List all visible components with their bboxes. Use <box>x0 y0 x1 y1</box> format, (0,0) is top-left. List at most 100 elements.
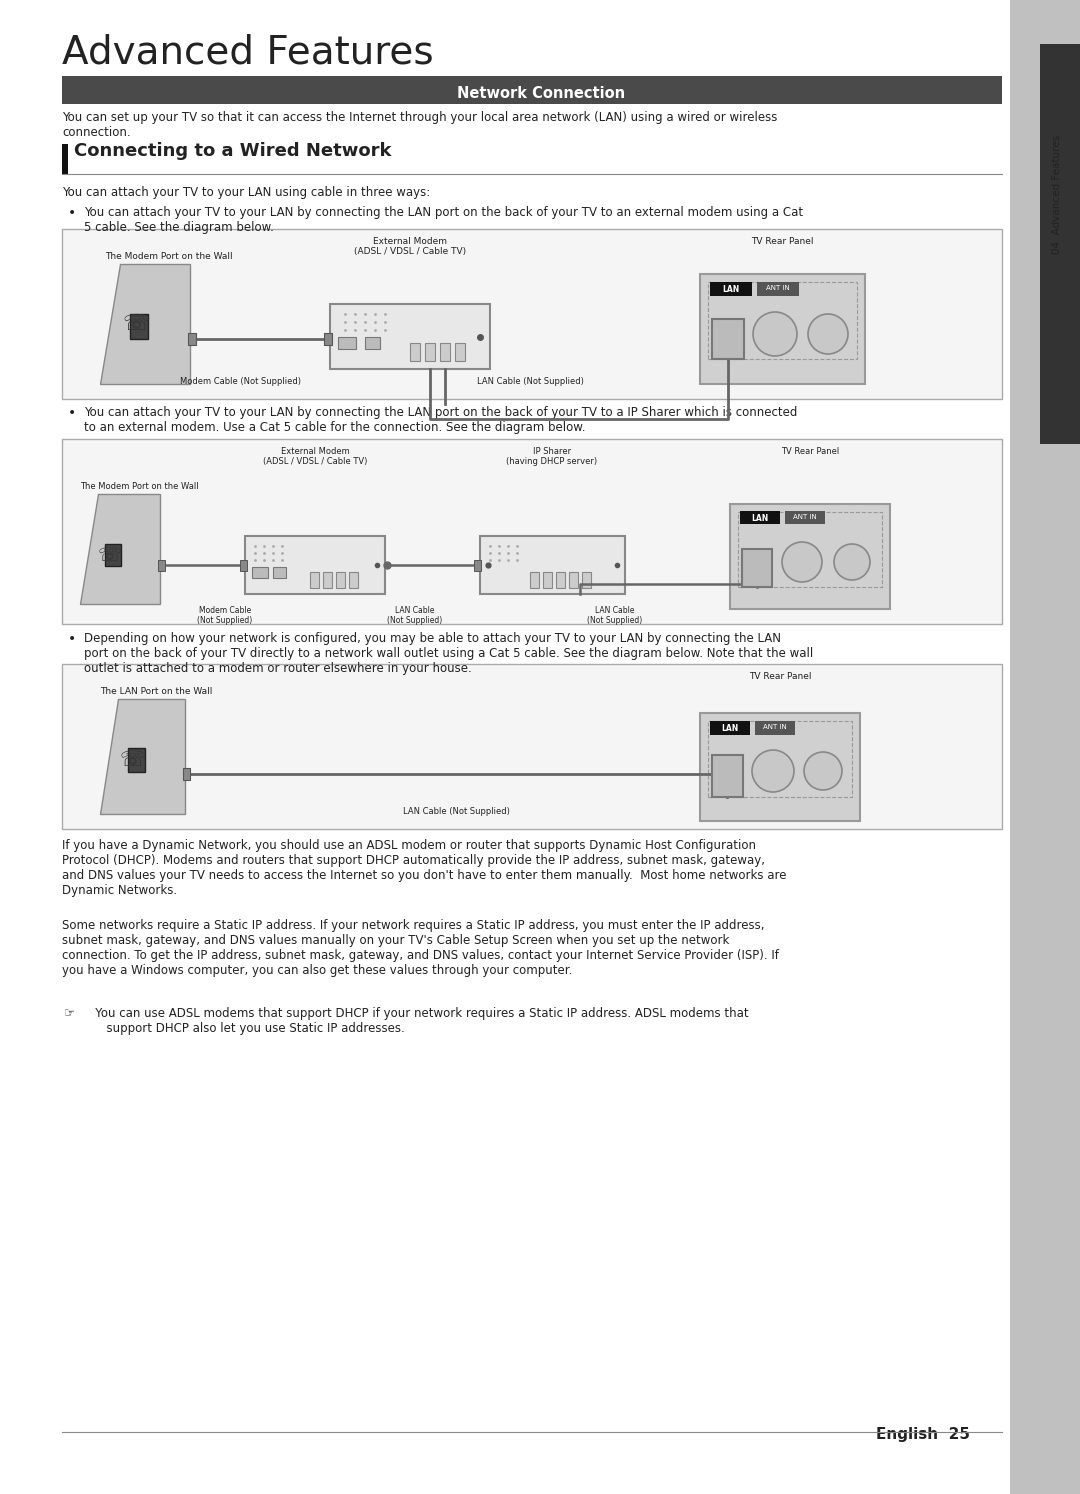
Circle shape <box>808 314 848 354</box>
Text: You can attach your TV to your LAN by connecting the LAN port on the back of you: You can attach your TV to your LAN by co… <box>84 406 797 433</box>
Text: TV Rear Panel: TV Rear Panel <box>748 672 811 681</box>
Text: ANT IN: ANT IN <box>766 285 789 291</box>
Text: TV Rear Panel: TV Rear Panel <box>781 447 839 456</box>
Bar <box>700 273 865 384</box>
Circle shape <box>782 542 822 583</box>
Bar <box>245 536 384 595</box>
Text: LAN Cable (Not Supplied): LAN Cable (Not Supplied) <box>476 376 583 385</box>
Bar <box>708 722 852 796</box>
Bar <box>158 560 165 571</box>
Bar <box>530 572 539 589</box>
Text: Modem Cable (Not Supplied): Modem Cable (Not Supplied) <box>179 376 300 385</box>
Bar <box>105 544 121 566</box>
Bar <box>757 282 799 296</box>
Polygon shape <box>100 699 185 814</box>
Text: Connecting to a Wired Network: Connecting to a Wired Network <box>75 142 391 160</box>
Text: ☞: ☞ <box>64 1007 76 1020</box>
Polygon shape <box>100 264 190 384</box>
Text: Depending on how your network is configured, you may be able to attach your TV t: Depending on how your network is configu… <box>84 632 813 675</box>
Text: •: • <box>68 206 77 220</box>
Text: You can set up your TV so that it can access the Internet through your local are: You can set up your TV so that it can ac… <box>62 111 778 139</box>
Bar <box>755 722 795 735</box>
Text: You can attach your TV to your LAN by connecting the LAN port on the back of you: You can attach your TV to your LAN by co… <box>84 206 804 235</box>
Text: TV Rear Panel: TV Rear Panel <box>751 238 813 247</box>
Bar <box>62 229 1002 399</box>
Bar <box>62 439 1002 624</box>
Text: External Modem
(ADSL / VDSL / Cable TV): External Modem (ADSL / VDSL / Cable TV) <box>262 447 367 466</box>
Bar <box>556 572 565 589</box>
Bar <box>785 511 825 524</box>
Text: Network Connection: Network Connection <box>457 87 625 102</box>
Bar <box>700 713 860 822</box>
Bar <box>474 560 481 571</box>
Text: Advanced Features: Advanced Features <box>62 34 434 72</box>
Bar <box>426 344 435 362</box>
Bar <box>712 320 744 359</box>
Text: You can attach your TV to your LAN using cable in three ways:: You can attach your TV to your LAN using… <box>62 185 430 199</box>
Bar <box>730 503 890 610</box>
Text: You can use ADSL modems that support DHCP if your network requires a Static IP a: You can use ADSL modems that support DHC… <box>84 1007 748 1035</box>
Text: LAN: LAN <box>721 725 739 734</box>
Bar <box>543 572 552 589</box>
Bar <box>310 572 319 589</box>
Bar <box>740 511 780 524</box>
Text: LAN: LAN <box>752 514 769 523</box>
Bar <box>582 572 591 589</box>
Bar <box>324 333 332 345</box>
Text: •: • <box>68 406 77 420</box>
Polygon shape <box>80 495 160 604</box>
Bar <box>742 548 772 587</box>
Bar <box>710 722 750 735</box>
Circle shape <box>804 751 842 790</box>
Text: IP Sharer
(having DHCP server): IP Sharer (having DHCP server) <box>507 447 597 466</box>
Text: ☏: ☏ <box>98 545 122 565</box>
Bar <box>323 572 332 589</box>
Bar <box>710 282 752 296</box>
Bar <box>252 568 268 578</box>
Text: 04  Advanced Features: 04 Advanced Features <box>1052 134 1062 254</box>
Bar <box>240 560 247 571</box>
Circle shape <box>752 750 794 792</box>
Bar <box>62 76 1002 105</box>
Bar <box>365 338 380 350</box>
Text: The LAN Port on the Wall: The LAN Port on the Wall <box>100 687 213 696</box>
Bar <box>569 572 578 589</box>
Bar <box>129 748 145 772</box>
Text: If you have a Dynamic Network, you should use an ADSL modem or router that suppo: If you have a Dynamic Network, you shoul… <box>62 840 786 896</box>
Bar <box>338 338 356 350</box>
Text: English  25: English 25 <box>876 1427 970 1442</box>
Text: ☏: ☏ <box>122 314 150 335</box>
Bar <box>62 143 68 173</box>
Text: Modem Cable
(Not Supplied): Modem Cable (Not Supplied) <box>198 607 253 626</box>
Bar <box>183 768 190 780</box>
Text: The Modem Port on the Wall: The Modem Port on the Wall <box>105 252 232 261</box>
Bar <box>440 344 450 362</box>
Bar <box>455 344 465 362</box>
Bar <box>62 663 1002 829</box>
Text: LAN Cable (Not Supplied): LAN Cable (Not Supplied) <box>403 807 510 816</box>
Circle shape <box>834 544 870 580</box>
Text: External Modem
(ADSL / VDSL / Cable TV): External Modem (ADSL / VDSL / Cable TV) <box>354 238 467 257</box>
Bar <box>330 303 490 369</box>
Bar <box>188 333 195 345</box>
Bar <box>349 572 357 589</box>
Text: LAN Cable
(Not Supplied): LAN Cable (Not Supplied) <box>588 607 643 626</box>
Bar <box>1010 0 1080 1494</box>
Bar <box>708 282 858 359</box>
Text: LAN: LAN <box>723 285 740 294</box>
Text: The Modem Port on the Wall: The Modem Port on the Wall <box>80 483 199 492</box>
Text: ANT IN: ANT IN <box>793 514 816 520</box>
Bar <box>712 754 743 796</box>
Bar <box>130 314 148 339</box>
Bar <box>410 344 420 362</box>
Bar <box>480 536 625 595</box>
Bar <box>738 512 882 587</box>
Bar <box>1040 43 1080 444</box>
Text: LAN Cable
(Not Supplied): LAN Cable (Not Supplied) <box>388 607 443 626</box>
Text: ANT IN: ANT IN <box>764 725 787 731</box>
Bar <box>273 568 286 578</box>
Text: Some networks require a Static IP address. If your network requires a Static IP : Some networks require a Static IP addres… <box>62 919 779 977</box>
Text: ☏: ☏ <box>120 750 146 769</box>
Circle shape <box>753 312 797 356</box>
Bar <box>336 572 345 589</box>
